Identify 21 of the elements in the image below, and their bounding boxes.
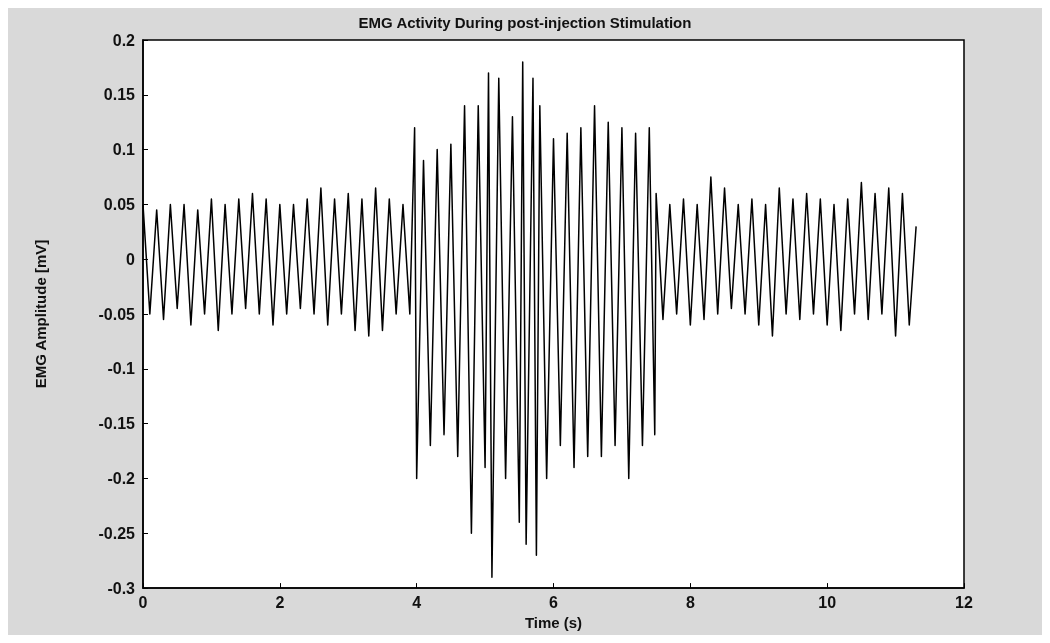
y-tick-label: -0.15 (98, 415, 136, 433)
y-tick-label: 0.15 (103, 86, 136, 104)
y-tick-label: -0.2 (107, 469, 136, 487)
x-tick-label: 10 (818, 593, 837, 611)
x-tick-label: 2 (275, 593, 285, 611)
y-tick-label: -0.1 (107, 360, 136, 378)
y-tick-label: 0.2 (112, 31, 136, 49)
chart-title: EMG Activity During post-injection Stimulation (358, 14, 692, 31)
y-tick-label: 0 (126, 250, 136, 268)
y-tick-label: 0.05 (103, 195, 136, 213)
y-tick-label: 0.1 (112, 141, 136, 159)
y-tick-label: -0.3 (107, 579, 136, 597)
x-tick-label: 4 (412, 593, 422, 611)
x-tick-label: 0 (138, 593, 148, 611)
x-tick-label: 8 (685, 593, 695, 611)
y-tick-label: -0.25 (98, 524, 136, 542)
y-axis-title: EMG Amplitude [mV] (32, 239, 49, 389)
x-tick-label: 12 (955, 593, 973, 611)
x-axis-title: Time (s) (524, 614, 583, 631)
y-tick-label: -0.05 (98, 305, 136, 323)
x-tick-label: 6 (549, 593, 559, 611)
